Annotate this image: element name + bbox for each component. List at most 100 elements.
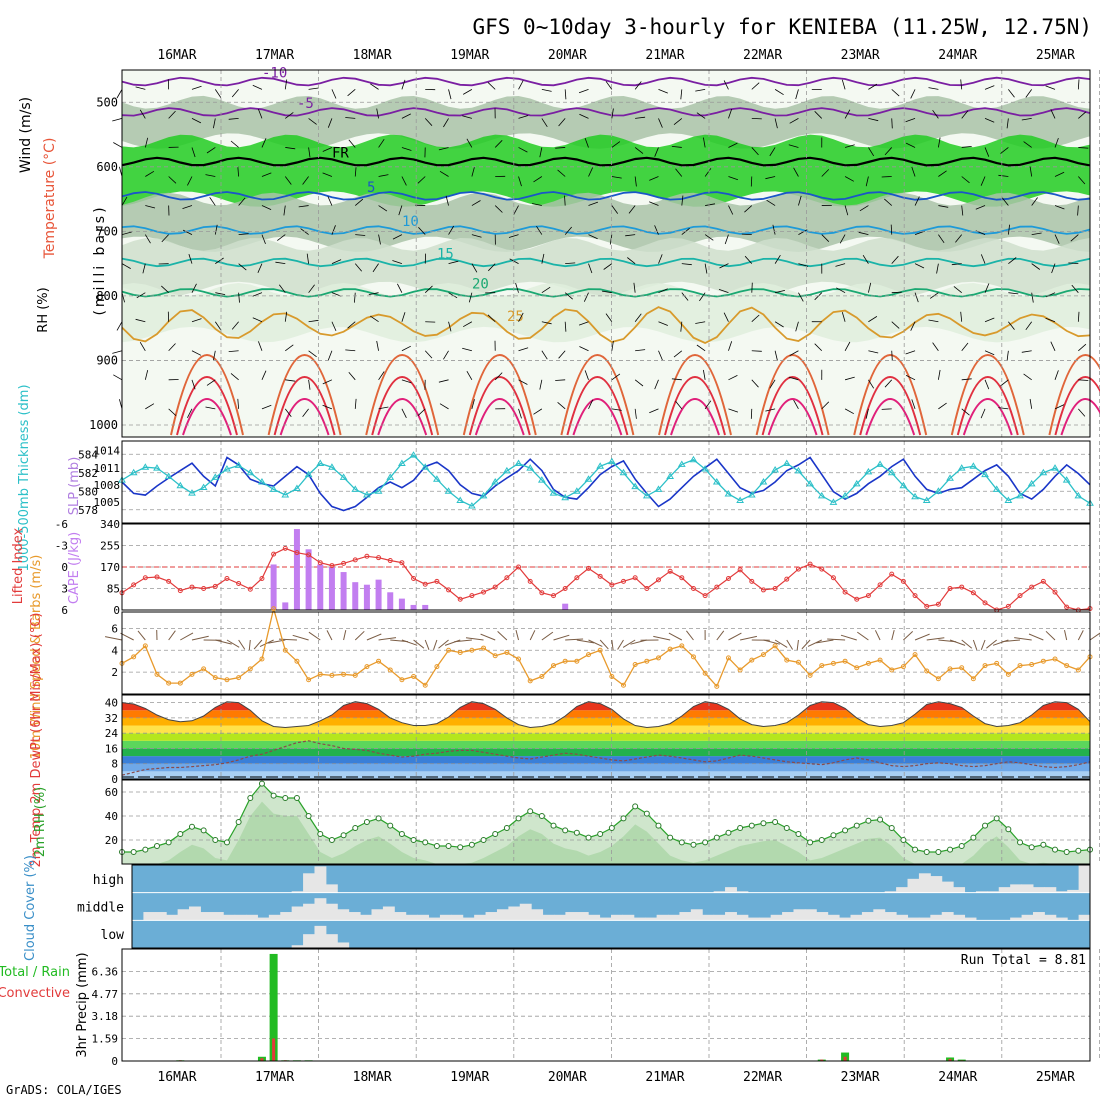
- thickness-marker: [1062, 476, 1071, 483]
- wind-barb: [775, 290, 785, 294]
- cloud-cell-middle: [291, 906, 304, 921]
- rh-marker: [515, 815, 522, 822]
- wind-barb: [673, 350, 683, 358]
- wind-barb: [285, 147, 296, 150]
- wind-barb: [1078, 408, 1086, 417]
- wind-barb: [858, 231, 869, 235]
- surface-temp-contour: [377, 398, 428, 436]
- wind-barb: [518, 379, 528, 385]
- cape-ylabel-right: CAPE (J/kg): [67, 532, 82, 604]
- wind-barb-10m: [248, 639, 251, 651]
- rh-marker: [818, 837, 825, 843]
- wind-marker: [282, 647, 288, 653]
- cloud-cell-middle: [474, 914, 487, 921]
- wind-barb: [844, 205, 849, 216]
- wind-barb: [466, 370, 473, 381]
- cloud-cell-high: [884, 891, 897, 893]
- wind-barb: [284, 408, 292, 418]
- wind-barb: [462, 89, 473, 95]
- wind-barb: [588, 263, 593, 274]
- panel-frame: [121, 779, 1091, 865]
- wind-barb: [471, 166, 475, 177]
- thickness-marker: [957, 464, 966, 471]
- wind-barb-10m: [253, 639, 263, 650]
- cloud-cell-middle: [531, 909, 544, 921]
- wind-barb: [961, 205, 964, 216]
- wind-barb: [376, 108, 379, 119]
- cape-bar: [363, 584, 370, 610]
- thickness-marker: [351, 485, 360, 492]
- ytick-label: 800: [96, 289, 118, 303]
- wind-marker: [947, 666, 953, 672]
- wind-barb: [555, 147, 566, 149]
- cloud-cell-high: [713, 891, 726, 893]
- wind-barb: [611, 108, 614, 119]
- cloud-cell-middle: [770, 914, 783, 921]
- precip-tick: 3.18: [92, 1010, 119, 1023]
- cloud-frame: [131, 864, 1091, 949]
- wind-barb: [1006, 350, 1009, 361]
- wind-marker: [994, 660, 1000, 666]
- wind-barb: [168, 408, 177, 416]
- thickness-marker: [491, 478, 500, 485]
- cloud-cell-middle: [553, 914, 566, 921]
- wind-barb-10m: [903, 631, 914, 641]
- bottom-date-axis: 16MAR 17MAR 18MAR 19MAR 20MAR 21MAR 22MAR 23MAR…: [157, 1070, 1075, 1085]
- rh-tick: 60: [105, 786, 118, 799]
- temp-band: [122, 740, 1090, 749]
- cloud-cell-middle: [337, 909, 350, 921]
- li-marker: [900, 578, 906, 584]
- wind-barb: [308, 319, 319, 323]
- wind-barb: [417, 176, 426, 184]
- bottom-date-label: 16MAR: [157, 1070, 196, 1085]
- rh-marker: [433, 843, 440, 849]
- wind-barb: [191, 283, 197, 293]
- wind-barb: [1077, 311, 1080, 322]
- wind-barb: [960, 79, 963, 90]
- wind-barb: [308, 379, 311, 390]
- wind-marker: [154, 671, 160, 677]
- wind-barb: [445, 195, 449, 206]
- wind-barb: [868, 379, 875, 389]
- rh-area-inner: [122, 801, 1090, 864]
- upper-ylabel-mb: (milli bars): [92, 204, 108, 315]
- cape-lifted-index-panel: 0 85 170 255 340 6 3 0 -3 -6: [55, 518, 1100, 617]
- cape-bar: [410, 604, 417, 610]
- wind-barb: [518, 147, 528, 153]
- thickness-marker: [258, 478, 266, 485]
- wind-barb: [252, 84, 263, 90]
- wind-barb: [1078, 147, 1089, 149]
- cape-ylabel-left: Lifted Index: [11, 527, 26, 604]
- wind-barb: [228, 118, 239, 120]
- wind-barb: [471, 200, 481, 206]
- panel-frame: [121, 440, 1091, 524]
- wind-marker: [959, 665, 965, 671]
- cloud-cell-middle: [668, 914, 680, 921]
- wind-barb: [187, 408, 193, 418]
- wind-barb: [533, 408, 543, 415]
- wind-barb: [558, 118, 566, 127]
- wind-marker: [1075, 667, 1081, 673]
- top-date-label: 18MAR: [353, 48, 392, 63]
- wind-barb: [984, 118, 995, 123]
- cloud-cell-middle: [930, 914, 943, 921]
- cloud-cell-high: [1078, 865, 1091, 893]
- wind-barb: [769, 379, 776, 389]
- li-marker: [714, 584, 720, 590]
- wind-barb: [231, 89, 239, 98]
- wind-barb: [1031, 197, 1038, 206]
- cloud-cell-high: [1055, 891, 1068, 893]
- thickness-marker: [654, 485, 663, 492]
- wind-barb: [588, 399, 594, 410]
- rh-marker: [457, 844, 464, 851]
- wind-barb: [588, 201, 599, 206]
- wind-marker: [1017, 663, 1023, 669]
- wind-barb: [1006, 118, 1009, 129]
- rh-marker: [947, 846, 954, 853]
- wind-barb-10m: [292, 634, 309, 641]
- wind-barb: [370, 83, 379, 90]
- cloud-cell-middle: [200, 912, 213, 921]
- wind-barb: [841, 311, 846, 322]
- thickness-marker: [444, 487, 453, 494]
- wind-barb: [439, 403, 449, 410]
